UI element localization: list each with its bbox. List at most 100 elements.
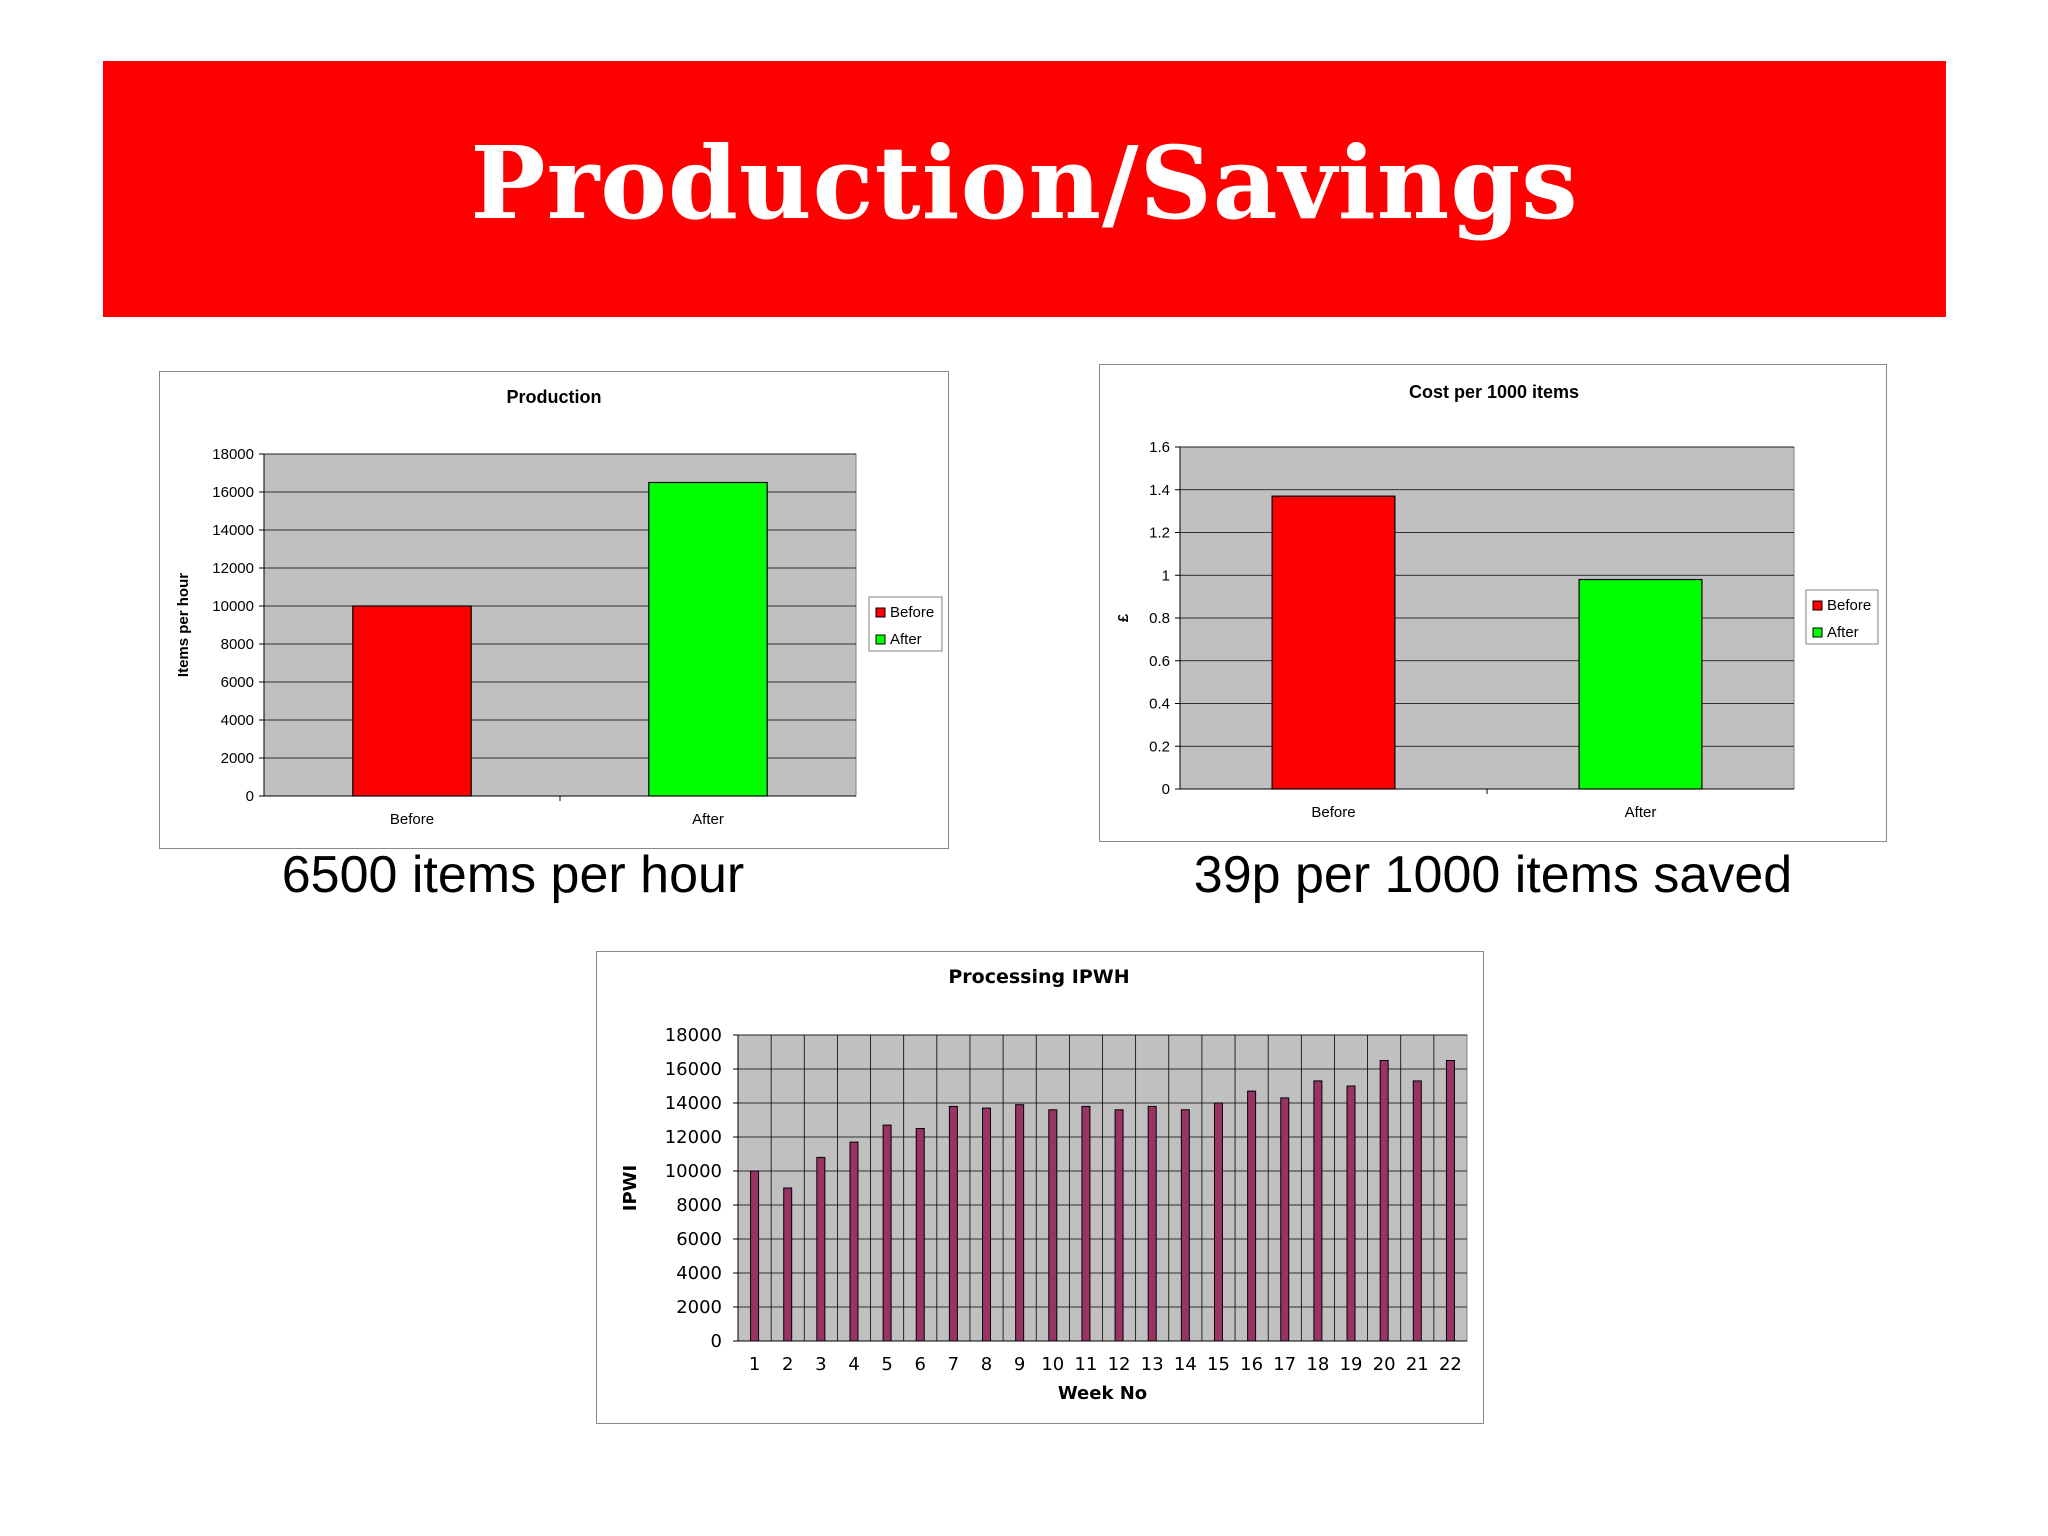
production-bar-after (648, 481, 768, 797)
cost-bar-after (1578, 578, 1703, 790)
production-y-tick-label: 16000 (212, 484, 254, 501)
processing-x-tick-label: 21 (1406, 1354, 1429, 1375)
processing-x-tick-label: 6 (915, 1354, 926, 1375)
processing-x-tick-label: 13 (1141, 1354, 1164, 1375)
cost-y-tick-label: 0.6 (1149, 653, 1170, 670)
production-legend-swatch (875, 634, 886, 645)
processing-x-tick-label: 9 (1014, 1354, 1025, 1375)
processing-y-tick-label: 4000 (676, 1263, 722, 1284)
processing-x-tick-label: 15 (1207, 1354, 1230, 1375)
processing-x-tick-label: 10 (1041, 1354, 1064, 1375)
processing-y-axis-label: IPWI (620, 1165, 641, 1211)
production-y-tick-label: 4000 (221, 712, 254, 729)
cost-y-tick-label: 1.6 (1149, 439, 1170, 456)
processing-bar-week-17 (1280, 1097, 1290, 1342)
production-title: Production (507, 387, 602, 407)
processing-y-tick-label: 18000 (665, 1025, 722, 1046)
cost-title: Cost per 1000 items (1409, 382, 1579, 402)
cost-legend-entry: Before (1827, 597, 1871, 614)
production-y-tick-label: 8000 (221, 636, 254, 653)
processing-x-axis-label: Week No (1058, 1383, 1147, 1404)
processing-bar-week-15 (1213, 1102, 1223, 1342)
processing-x-tick-label: 2 (782, 1354, 793, 1375)
cost-legend-entry: After (1827, 624, 1859, 641)
processing-y-tick-label: 16000 (665, 1059, 722, 1080)
processing-bar-week-9 (1015, 1104, 1025, 1342)
processing-bar-week-12 (1114, 1109, 1124, 1342)
cost-chart: Cost per 1000 items 0 0.2 0.4 0.6 0.8 1 1.2 1.4 1… (1115, 382, 1879, 821)
cost-y-tick-label: 1.4 (1149, 482, 1170, 499)
processing-x-tick-label: 16 (1240, 1354, 1263, 1375)
processing-bar-week-14 (1180, 1109, 1190, 1342)
processing-bar-week-13 (1147, 1105, 1157, 1342)
processing-y-tick-label: 12000 (665, 1127, 722, 1148)
cost-legend-swatch (1812, 600, 1823, 611)
processing-x-tick-label: 3 (815, 1354, 826, 1375)
cost-y-tick-label: 0 (1162, 781, 1170, 798)
production-y-axis-label: Items per hour (175, 573, 192, 677)
processing-bar-week-22 (1445, 1060, 1455, 1342)
cost-x-tick-label: Before (1311, 804, 1355, 821)
caption-left: 6500 items per hour (281, 846, 745, 904)
caption-right: 39p per 1000 items saved (1193, 846, 1793, 904)
processing-y-tick-label: 14000 (665, 1093, 722, 1114)
processing-bar-week-16 (1247, 1090, 1257, 1342)
processing-y-tick-label: 0 (711, 1331, 722, 1352)
processing-y-tick-label: 2000 (676, 1297, 722, 1318)
processing-chart-panel: Processing IPWH 0 2000 4000 6000 8000 10000 120… (596, 951, 1484, 1424)
processing-x-tick-label: 19 (1340, 1354, 1363, 1375)
production-y-tick-label: 0 (246, 788, 254, 805)
production-x-tick-label: Before (390, 811, 434, 828)
processing-bar-week-7 (948, 1105, 958, 1342)
processing-bar-week-10 (1048, 1109, 1058, 1342)
processing-bar-week-8 (982, 1107, 992, 1342)
production-y-tick-label: 10000 (212, 598, 254, 615)
processing-bar-week-21 (1412, 1080, 1422, 1342)
cost-y-tick-label: 1.2 (1149, 525, 1170, 542)
processing-x-tick-label: 17 (1273, 1354, 1296, 1375)
processing-title: Processing IPWH (948, 966, 1129, 988)
processing-x-tick-label: 1 (749, 1354, 760, 1375)
processing-x-tick-label: 20 (1373, 1354, 1396, 1375)
processing-bar-week-2 (783, 1187, 793, 1342)
cost-chart-panel: Cost per 1000 items 0 0.2 0.4 0.6 0.8 1 1.2 1.4 1… (1099, 364, 1887, 842)
processing-x-tick-label: 18 (1306, 1354, 1329, 1375)
processing-x-tick-label: 4 (848, 1354, 859, 1375)
processing-bar-week-18 (1313, 1080, 1323, 1342)
processing-y-tick-label: 8000 (676, 1195, 722, 1216)
processing-bar-week-11 (1081, 1105, 1091, 1342)
title-banner: Production/Savings (103, 61, 1946, 317)
cost-bar-before (1271, 495, 1396, 790)
processing-bar-week-1 (750, 1170, 760, 1342)
slide-title: Production/Savings (470, 124, 1579, 242)
cost-y-tick-label: 0.2 (1149, 738, 1170, 755)
processing-bar-week-3 (816, 1156, 826, 1342)
production-chart: Production 0 2000 4000 6000 8000 10000 12000 140… (175, 387, 943, 828)
production-y-tick-label: 12000 (212, 560, 254, 577)
production-legend-swatch (875, 607, 886, 618)
processing-x-tick-label: 12 (1108, 1354, 1131, 1375)
production-x-tick-label: After (692, 811, 724, 828)
production-y-tick-label: 14000 (212, 522, 254, 539)
cost-y-tick-label: 1 (1162, 567, 1170, 584)
cost-y-tick-label: 0.8 (1149, 610, 1170, 627)
cost-y-tick-label: 0.4 (1149, 696, 1170, 713)
processing-bar-week-19 (1346, 1085, 1356, 1342)
cost-legend-swatch (1812, 627, 1823, 638)
cost-y-axis-label: £ (1115, 613, 1132, 622)
processing-x-tick-label: 22 (1439, 1354, 1462, 1375)
production-y-tick-label: 18000 (212, 446, 254, 463)
processing-bar-week-5 (882, 1124, 892, 1342)
processing-x-tick-label: 11 (1074, 1354, 1097, 1375)
production-chart-panel: Production 0 2000 4000 6000 8000 10000 12000 140… (159, 371, 949, 849)
production-legend-entry: Before (890, 604, 934, 621)
production-legend-entry: After (890, 631, 922, 648)
production-y-tick-label: 6000 (221, 674, 254, 691)
production-y-tick-label: 2000 (221, 750, 254, 767)
cost-x-tick-label: After (1625, 804, 1657, 821)
processing-x-tick-label: 5 (881, 1354, 892, 1375)
processing-x-tick-label: 14 (1174, 1354, 1197, 1375)
processing-x-tick-label: 8 (981, 1354, 992, 1375)
processing-x-tick-label: 7 (948, 1354, 959, 1375)
processing-bar-week-20 (1379, 1060, 1389, 1342)
